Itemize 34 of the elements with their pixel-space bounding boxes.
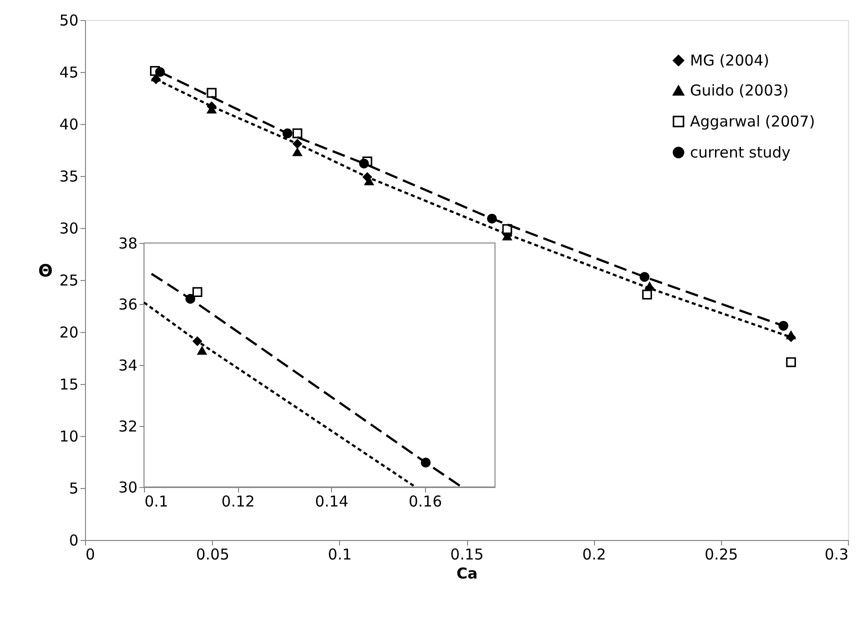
y-tick-label: 10 (59, 428, 78, 446)
y-axis-title: Θ (38, 262, 53, 282)
y-tick-label: 30 (59, 220, 78, 238)
y-tick-label: 34 (118, 356, 138, 374)
x-axis-title: Ca (456, 564, 478, 582)
legend-label: MG (2004) (690, 52, 770, 70)
x-tick-label: 0.16 (408, 492, 442, 510)
y-tick-label: 32 (118, 418, 138, 436)
y-tick-label: 30 (118, 478, 138, 496)
x-tick-label: 0.2 (582, 546, 606, 564)
legend-label: Guido (2003) (690, 82, 789, 100)
line-series (150, 272, 463, 488)
y-tick-label: 38 (118, 234, 138, 252)
y-tick-label: 20 (59, 324, 78, 342)
y-tick-label: 45 (59, 64, 78, 82)
x-tick-label: 0.3 (824, 546, 848, 564)
y-tick-label: 0 (68, 532, 78, 550)
y-tick-label: 35 (59, 168, 78, 186)
x-tick-label: 0.25 (704, 546, 738, 564)
x-tick-label: 0.12 (221, 492, 255, 510)
y-tick-label: 40 (59, 116, 78, 134)
x-tick-label: 0.14 (314, 492, 348, 510)
x-tick-label: 0.1 (144, 492, 168, 510)
y-tick-label: 25 (59, 272, 78, 290)
x-tick-label: 0.1 (328, 546, 352, 564)
legend-label: Aggarwal (2007) (690, 112, 815, 130)
legend-label: current study (690, 144, 791, 162)
y-tick-label: 15 (59, 376, 78, 394)
y-tick-label: 50 (59, 12, 78, 30)
x-tick-label: 0.05 (196, 546, 230, 564)
x-tick-label: 0.15 (450, 546, 484, 564)
y-tick-label: 36 (118, 296, 138, 314)
y-tick-label: 5 (68, 480, 78, 498)
x-tick-label: 0 (86, 546, 96, 564)
